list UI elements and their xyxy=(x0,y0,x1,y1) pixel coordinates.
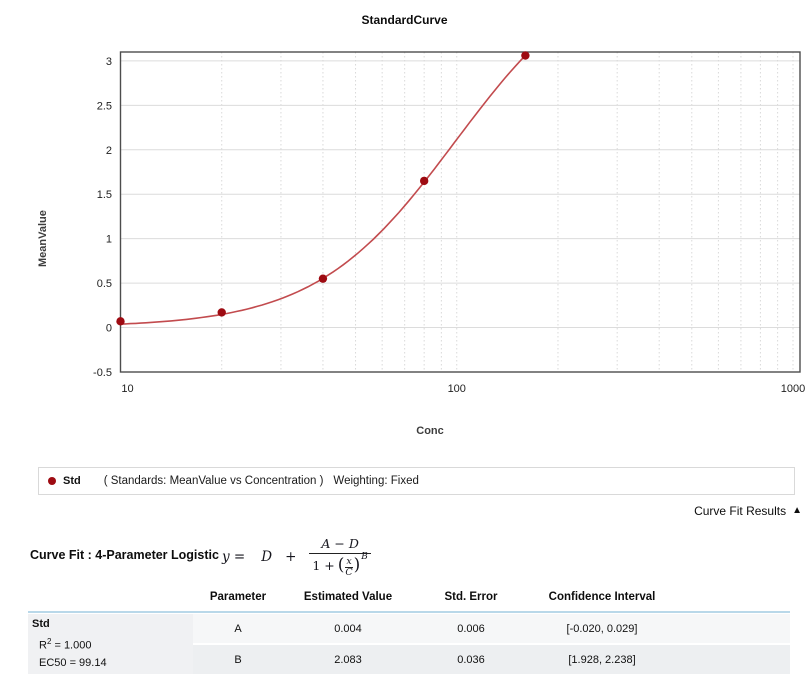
mini-fraction-bar xyxy=(345,567,353,568)
legend-series-label: Std xyxy=(63,475,81,487)
curve-fit-results-label: Curve Fit Results xyxy=(694,504,787,518)
curve-fit-results-toggle[interactable]: Curve Fit Results ▲ xyxy=(694,504,802,518)
mini-numerator: x xyxy=(346,555,352,567)
legend: Std ( Standards: MeanValue vs Concentrat… xyxy=(38,467,795,495)
svg-text:2.5: 2.5 xyxy=(97,100,112,112)
svg-text:3: 3 xyxy=(106,56,112,68)
row-a-confidence-interval: [-0.020, 0.029] xyxy=(529,614,675,643)
row-a-filler xyxy=(675,614,790,643)
ec50-value: EC50 = 99.14 xyxy=(39,656,107,669)
fraction-bar xyxy=(309,552,371,554)
group-name: Std xyxy=(32,618,50,630)
curve-fit-formula: y = D + A − D 1 + ( x C ) B xyxy=(222,532,371,582)
y-axis-label: MeanValue xyxy=(37,210,49,267)
svg-text:1: 1 xyxy=(106,234,112,246)
row-b-estimated-value: 2.083 xyxy=(283,645,413,674)
svg-text:1.5: 1.5 xyxy=(97,189,112,201)
formula-lhs: y = xyxy=(222,549,246,565)
row-a-parameter: A xyxy=(193,614,283,643)
mini-denominator: C xyxy=(345,567,353,578)
svg-text:1000: 1000 xyxy=(781,383,805,395)
svg-text:100: 100 xyxy=(448,383,466,395)
chart-title: StandardCurve xyxy=(361,13,448,27)
standard-curve-plot: 3 2.5 2 1.5 1 0.5 0 -0.5 10 100 1000 xyxy=(93,51,805,395)
header-separator xyxy=(28,611,790,613)
legend-weighting: Weighting: Fixed xyxy=(333,475,419,487)
svg-text:-0.5: -0.5 xyxy=(93,367,112,379)
formula-exponent: B xyxy=(361,551,368,562)
x-over-c-fraction: x C xyxy=(345,555,353,579)
row-b-std-error: 0.036 xyxy=(413,645,529,674)
row-b-filler xyxy=(675,645,790,674)
results-table-body: Std R2 = 1.000 EC50 = 99.14 A 0.004 0.00… xyxy=(28,614,790,674)
header-std-error: Std. Error xyxy=(444,591,498,603)
formula-denominator: 1 + ( x C ) B xyxy=(312,551,368,579)
formula-numerator: A − D xyxy=(321,535,359,551)
formula-plus: + xyxy=(285,549,297,565)
collapse-arrow-icon: ▲ xyxy=(792,505,802,516)
curve-fit-heading: Curve Fit : 4-Parameter Logistic xyxy=(30,548,219,562)
svg-text:2: 2 xyxy=(106,145,112,157)
row-b-parameter: B xyxy=(193,645,283,674)
formula-fraction: A − D 1 + ( x C ) B xyxy=(309,535,371,579)
close-paren: ) xyxy=(353,554,361,575)
open-paren: ( xyxy=(337,554,345,575)
formula-d-term: D xyxy=(261,549,273,565)
x-axis-label: Conc xyxy=(416,425,444,437)
denominator-prefix: 1 + xyxy=(312,557,335,573)
row-a-estimated-value: 0.004 xyxy=(283,614,413,643)
group-label-cell: Std R2 = 1.000 EC50 = 99.14 xyxy=(28,614,193,674)
svg-text:0: 0 xyxy=(106,323,112,335)
row-b-confidence-interval: [1.928, 2.238] xyxy=(529,645,675,674)
header-parameter: Parameter xyxy=(209,591,267,603)
row-a-std-error: 0.006 xyxy=(413,614,529,643)
header-confidence-interval: Confidence Interval xyxy=(548,591,656,603)
results-table-header: Parameter Estimated Value Std. Error Con… xyxy=(28,591,790,603)
svg-text:10: 10 xyxy=(121,383,133,395)
r-squared-value: R2 = 1.000 xyxy=(39,637,92,652)
svg-text:0.5: 0.5 xyxy=(97,278,112,290)
legend-description: ( Standards: MeanValue vs Concentration … xyxy=(103,475,324,487)
header-estimated-value: Estimated Value xyxy=(303,591,393,603)
std-series-marker-icon xyxy=(48,477,56,485)
